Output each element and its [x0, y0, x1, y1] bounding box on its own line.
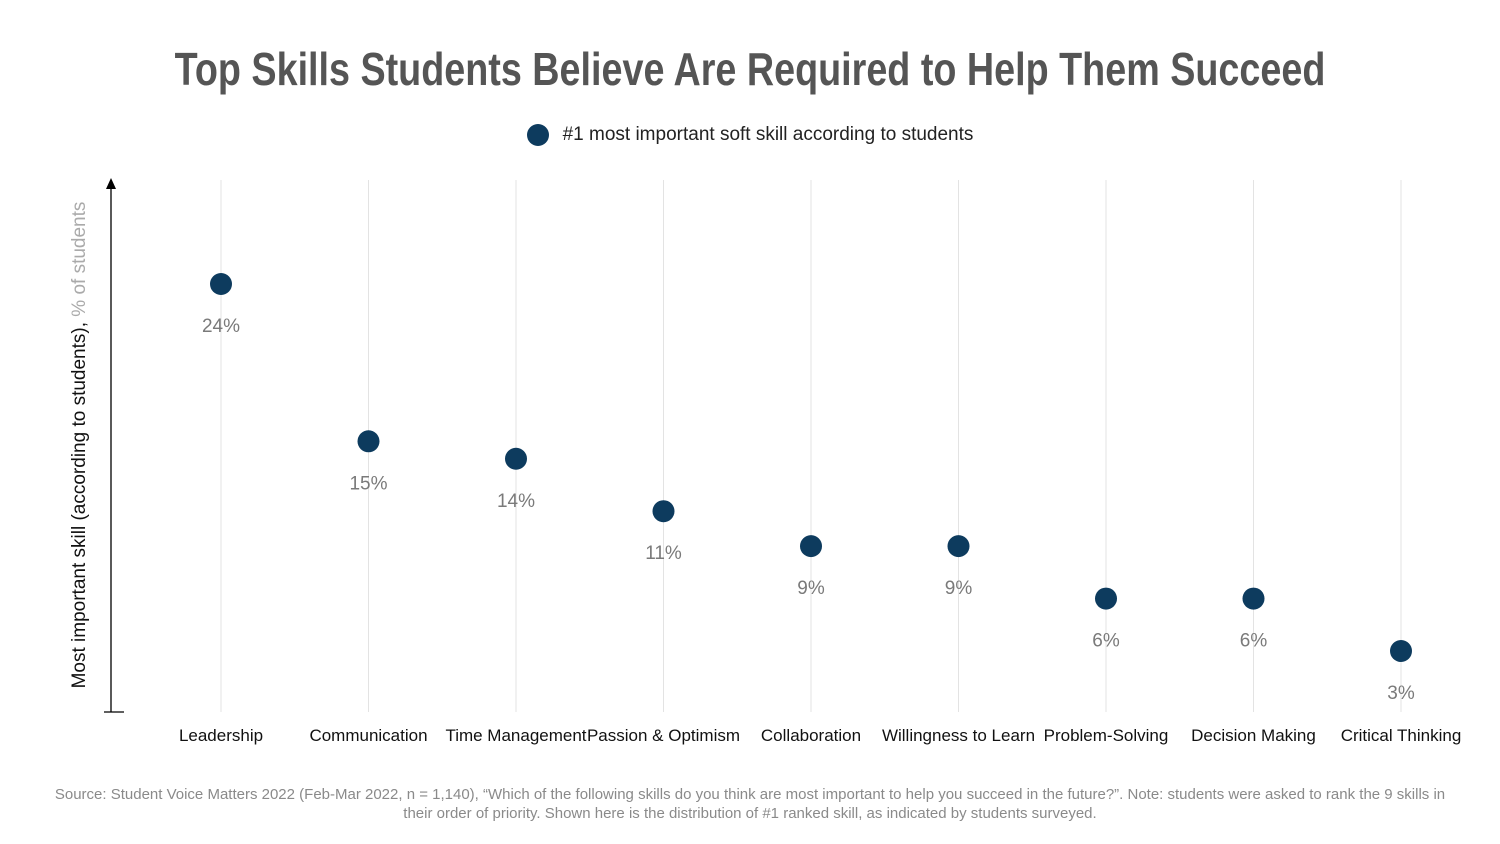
data-point — [652, 500, 675, 523]
chart-title: Top Skills Students Believe Are Required… — [174, 43, 1326, 95]
data-point — [1390, 640, 1412, 662]
data-label: 9% — [945, 578, 973, 599]
x-tick-label: Time Management — [445, 726, 586, 745]
data-point — [357, 430, 380, 453]
data-point — [800, 535, 822, 558]
y-axis-arrow — [106, 178, 116, 189]
data-label: 9% — [797, 578, 825, 599]
x-tick-label: Decision Making — [1191, 726, 1316, 745]
data-point — [947, 535, 970, 558]
x-tick-label: Critical Thinking — [1341, 726, 1462, 745]
y-axis-label: Most important skill (according to stude… — [69, 202, 90, 689]
data-label: 14% — [497, 491, 535, 512]
data-label: 3% — [1387, 683, 1415, 704]
data-label: 24% — [202, 316, 240, 337]
data-point — [1095, 587, 1117, 610]
x-tick-label: Problem-Solving — [1044, 726, 1169, 745]
data-label: 11% — [645, 543, 682, 564]
legend-label: #1 most important soft skill according t… — [562, 124, 974, 145]
data-point — [1242, 587, 1265, 610]
source-note: Source: Student Voice Matters 2022 (Feb-… — [54, 786, 1446, 822]
data-point — [505, 447, 527, 470]
x-tick-label: Passion & Optimism — [587, 726, 740, 745]
x-tick-label: Collaboration — [761, 726, 861, 745]
legend: #1 most important soft skill according t… — [0, 124, 1500, 146]
x-tick-label: Communication — [309, 726, 427, 745]
data-label: 15% — [349, 473, 387, 494]
data-point — [210, 273, 232, 295]
data-label: 6% — [1240, 631, 1268, 652]
legend-marker — [526, 124, 549, 146]
y-axis-label-main: Most important skill (according to stude… — [69, 317, 90, 689]
x-tick-label: Leadership — [179, 726, 263, 745]
data-label: 6% — [1092, 631, 1120, 652]
y-axis-label-unit: % of students — [69, 202, 90, 317]
x-tick-label: Willingness to Learn — [882, 726, 1035, 745]
